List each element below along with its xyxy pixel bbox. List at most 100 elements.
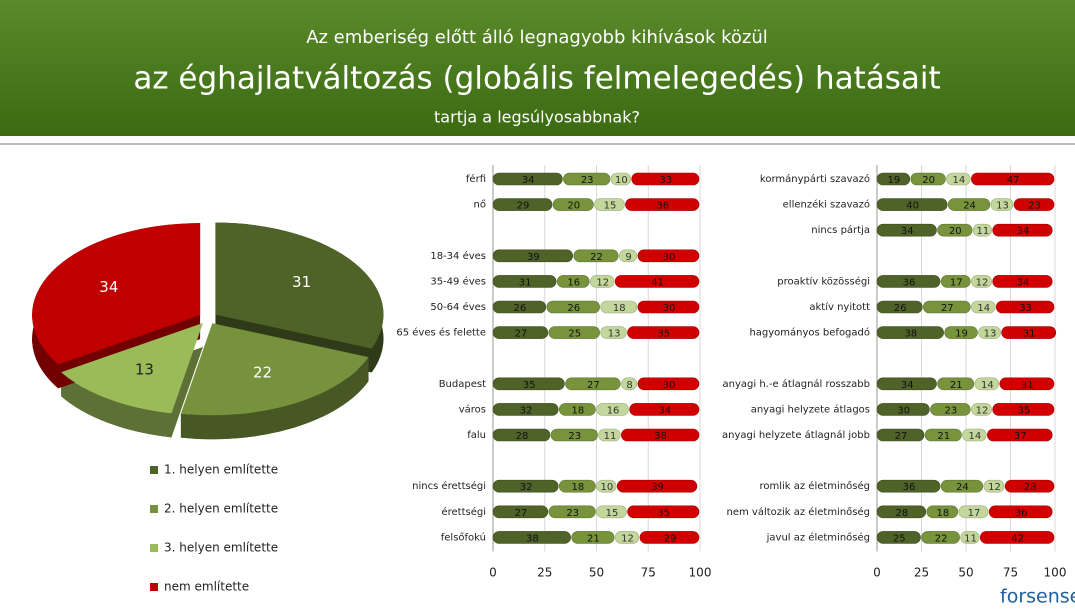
bar-value-label: 19 xyxy=(955,329,968,340)
bar-value-label: 11 xyxy=(977,226,990,237)
bar-value-label: 23 xyxy=(568,431,581,442)
x-tick-label: 25 xyxy=(537,566,552,580)
pie-slice xyxy=(61,322,203,414)
category-label: 50-64 éves xyxy=(430,301,486,313)
category-label: 65 éves és felette xyxy=(396,327,486,339)
bar-segment xyxy=(596,403,629,416)
bar-value-label: 27 xyxy=(587,380,600,391)
bar-value-label: 12 xyxy=(976,405,989,416)
legend-swatch xyxy=(150,583,158,591)
bar-segment xyxy=(598,428,621,442)
category-label: hagyományos befogadó xyxy=(749,327,870,339)
bar-segment xyxy=(995,300,1055,314)
bar-segment xyxy=(987,428,1053,442)
bar-value-label: 34 xyxy=(901,226,914,237)
bar-value-label: 23 xyxy=(1028,201,1041,212)
bar-value-label: 17 xyxy=(968,508,981,519)
category-label: falu xyxy=(467,430,486,441)
bar-value-label: 26 xyxy=(567,303,580,314)
bar-segment xyxy=(1004,479,1055,493)
bar-segment xyxy=(492,326,549,339)
bar-segment xyxy=(600,326,627,339)
bar-value-label: 32 xyxy=(520,482,533,493)
bar-value-label: 36 xyxy=(903,277,916,288)
bar-value-label: 12 xyxy=(621,533,634,544)
bar-segment xyxy=(600,300,638,314)
bar-value-label: 26 xyxy=(514,303,527,314)
bar-segment xyxy=(492,300,547,314)
bar-value-label: 8 xyxy=(626,380,632,391)
bar-value-label: 18 xyxy=(613,303,626,314)
bar-segment xyxy=(627,326,700,339)
bar-segment xyxy=(999,377,1055,391)
bar-segment xyxy=(990,198,1014,211)
pie-label: 22 xyxy=(253,364,272,382)
category-label: város xyxy=(459,403,486,415)
bar-value-label: 31 xyxy=(519,277,532,288)
bar-segment xyxy=(926,505,959,519)
bar-value-label: 27 xyxy=(515,329,528,340)
category-label: anyagi helyzete átlagos xyxy=(751,403,870,415)
bar-segment xyxy=(616,479,698,493)
bar-value-label: 19 xyxy=(888,175,901,186)
bar-value-label: 13 xyxy=(608,329,621,340)
bar-value-label: 32 xyxy=(520,405,533,416)
bar-segment xyxy=(621,377,638,391)
bar-segment xyxy=(910,172,946,186)
bar-segment xyxy=(930,403,971,416)
bar-value-label: 34 xyxy=(658,405,671,416)
bar-segment xyxy=(992,223,1053,237)
bar-segment xyxy=(546,300,600,314)
bar-value-label: 18 xyxy=(936,508,949,519)
bar-value-label: 25 xyxy=(893,533,906,544)
legend-label: 2. helyen említette xyxy=(164,502,278,516)
category-label: anyagi helyzete átlagnál jobb xyxy=(722,429,870,441)
bar-segment xyxy=(492,377,565,391)
bar-segment xyxy=(594,198,625,211)
bar-value-label: 11 xyxy=(964,533,977,544)
x-tick-label: 50 xyxy=(958,566,973,580)
bar-segment xyxy=(876,198,948,211)
category-label: ellenzéki szavazó xyxy=(783,199,870,211)
bar-segment xyxy=(631,172,700,186)
bar-segment xyxy=(876,505,927,519)
x-tick-label: 25 xyxy=(914,566,929,580)
bar-value-label: 34 xyxy=(901,380,914,391)
bar-segment xyxy=(971,172,1055,186)
bar-segment xyxy=(558,479,596,493)
bar-value-label: 21 xyxy=(937,431,950,442)
bar-segment xyxy=(637,249,700,263)
legend-swatch xyxy=(150,466,158,474)
bar-segment xyxy=(637,377,700,391)
bar-segment xyxy=(621,428,700,442)
x-tick-label: 0 xyxy=(873,566,881,580)
bar-segment xyxy=(876,172,911,186)
bar-value-label: 30 xyxy=(663,380,676,391)
bar-segment xyxy=(924,428,962,442)
bar-segment xyxy=(596,479,617,493)
bar-value-label: 21 xyxy=(587,533,600,544)
bar-value-label: 37 xyxy=(1014,431,1027,442)
bar-segment xyxy=(992,275,1053,288)
bar-segment xyxy=(548,326,600,339)
category-label: nem változik az életminőség xyxy=(726,506,870,518)
bar-value-label: 16 xyxy=(607,405,620,416)
bar-segment xyxy=(558,403,596,416)
legend-swatch xyxy=(150,505,158,513)
category-label: kormánypárti szavazó xyxy=(760,173,870,185)
bar-segment xyxy=(552,198,594,211)
charts: 31 22 13 34 1. helyen említette 2. helyen eml… xyxy=(32,165,1066,594)
pie-slice xyxy=(32,223,201,365)
pie-slice xyxy=(215,222,384,349)
category-label: proaktív közösségi xyxy=(777,275,870,287)
bar-segment xyxy=(627,505,700,519)
bar-segment xyxy=(960,531,980,544)
bar-value-label: 33 xyxy=(659,175,672,186)
bar-value-label: 10 xyxy=(615,175,628,186)
bar-segment xyxy=(492,505,549,519)
bar-value-label: 30 xyxy=(897,405,910,416)
bar-segment xyxy=(947,198,991,211)
bar-segment xyxy=(921,531,960,544)
bar-segment xyxy=(639,531,700,544)
category-label: felsőfokú xyxy=(441,531,486,543)
